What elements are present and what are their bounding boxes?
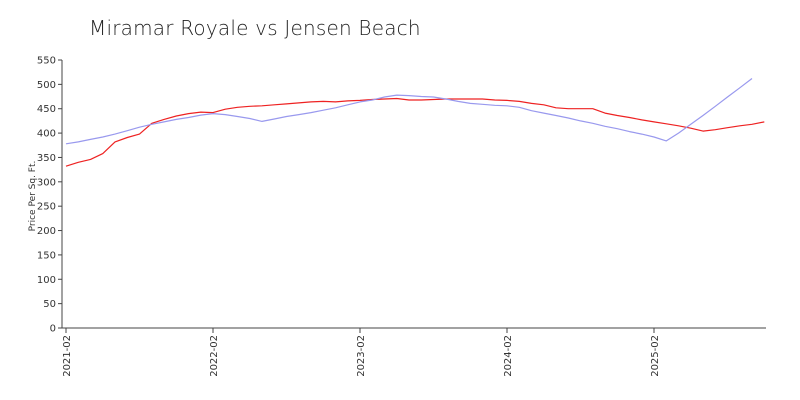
x-tick-label: 2023-02 — [356, 335, 367, 377]
chart-title: Miramar Royale vs Jensen Beach — [89, 16, 421, 40]
y-tick-label: 0 — [50, 324, 56, 335]
x-tick-label: 2021-02 — [62, 335, 73, 377]
y-tick-label: 300 — [37, 177, 56, 188]
y-tick-label: 550 — [37, 56, 56, 67]
series-layer — [65, 78, 765, 167]
y-tick-label: 500 — [37, 80, 56, 91]
y-tick-label: 400 — [37, 129, 56, 140]
y-tick-label: 250 — [37, 202, 56, 213]
y-tick-label: 200 — [37, 226, 56, 237]
y-tick-label: 150 — [37, 250, 56, 261]
x-tick-label: 2024-02 — [503, 335, 514, 377]
x-tick-label: 2022-02 — [209, 335, 220, 377]
x-tick-label: 2025-02 — [650, 335, 661, 377]
series-line-2 — [65, 78, 753, 145]
y-tick-label: 350 — [37, 153, 56, 164]
y-axis-label: Price Per Sq. Ft. — [28, 161, 38, 232]
y-tick-label: 450 — [37, 104, 56, 115]
series-line-1 — [65, 97, 765, 167]
y-tick-label: 100 — [37, 275, 56, 286]
axes: 0 50 100 150 200 250 300 350 400 450 500 550 Price P… — [28, 56, 766, 377]
y-tick-label: 50 — [43, 299, 56, 310]
